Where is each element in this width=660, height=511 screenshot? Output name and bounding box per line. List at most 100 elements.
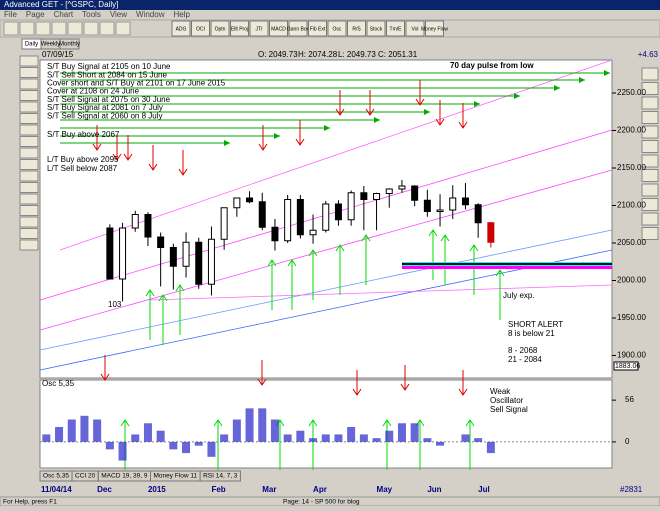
side-button[interactable] <box>19 239 39 251</box>
osc-bar <box>436 441 445 446</box>
side-button[interactable] <box>641 154 659 168</box>
indicator-tab[interactable]: CCI 20 <box>75 473 96 480</box>
side-button[interactable] <box>641 96 659 110</box>
menu-item[interactable]: Window <box>136 10 165 19</box>
side-button[interactable] <box>641 169 659 182</box>
y-tick-label: 1950.00 <box>617 313 646 322</box>
tool-button[interactable] <box>171 20 191 37</box>
side-button[interactable] <box>19 136 39 147</box>
candle-body <box>347 192 355 221</box>
tool-button[interactable] <box>51 21 67 36</box>
side-button[interactable] <box>19 124 39 136</box>
tool-button[interactable] <box>308 20 327 37</box>
status-help: For Help, press F1 <box>3 499 57 506</box>
candle-body <box>461 197 469 206</box>
side-button[interactable] <box>641 125 659 139</box>
indicator-tab[interactable]: Osc 5,35 <box>43 473 69 480</box>
menu-item[interactable]: Tools <box>82 10 101 19</box>
menu-item[interactable]: Page <box>26 10 45 19</box>
tool-button[interactable] <box>366 20 386 37</box>
lt-note: L/T Buy above 2095 <box>47 155 119 164</box>
tool-button[interactable] <box>115 21 131 36</box>
tool-button[interactable] <box>288 20 308 37</box>
candle-body <box>360 192 368 200</box>
side-button[interactable] <box>641 227 659 240</box>
side-button[interactable] <box>19 216 39 228</box>
indicator-tab[interactable]: RSI 14, 7, 3 <box>203 473 238 480</box>
tool-button[interactable] <box>249 20 269 37</box>
y-tick-label: 2050.00 <box>617 238 646 247</box>
side-button[interactable] <box>641 140 659 153</box>
tool-button[interactable] <box>35 21 51 36</box>
tool-button[interactable] <box>347 20 366 37</box>
tool-button[interactable] <box>269 20 288 37</box>
side-button[interactable] <box>19 113 39 124</box>
menu-item[interactable]: View <box>110 10 127 19</box>
candle-body <box>169 247 177 267</box>
side-button[interactable] <box>19 78 39 90</box>
side-button[interactable] <box>641 67 659 81</box>
tab[interactable] <box>59 38 80 50</box>
y-tick-label: 2250.00 <box>617 88 646 97</box>
tool-button[interactable] <box>67 21 83 36</box>
tool-button[interactable] <box>191 20 210 37</box>
tool-button[interactable] <box>99 21 115 36</box>
side-button[interactable] <box>19 147 39 159</box>
tab-label: Weekly <box>41 42 61 48</box>
side-button[interactable] <box>19 55 39 67</box>
header-ohlc: L: 2049.73 <box>338 50 376 59</box>
side-button[interactable] <box>19 159 39 170</box>
up-arrow <box>335 244 345 295</box>
side-button[interactable] <box>19 228 39 239</box>
side-button[interactable] <box>641 111 659 124</box>
count-note: 103 <box>108 300 122 309</box>
tool-button[interactable] <box>425 20 444 37</box>
signal-note: S/T Buy Signal at 2105 on 10 June <box>47 62 171 71</box>
side-button[interactable] <box>641 198 659 211</box>
tool-button[interactable] <box>327 20 347 37</box>
side-button[interactable] <box>641 82 659 95</box>
signal-note: Cover short and S/T Buy at 2101 on 17 Ju… <box>47 79 226 88</box>
menu-item[interactable]: Help <box>173 10 190 19</box>
menu-item[interactable]: Chart <box>54 10 74 19</box>
osc-bar <box>245 408 254 442</box>
down-arrow <box>100 355 110 381</box>
tool-button[interactable] <box>83 21 99 36</box>
side-button[interactable] <box>641 212 659 226</box>
up-arrow <box>287 259 297 310</box>
side-button[interactable] <box>19 193 39 205</box>
menu-item[interactable]: File <box>4 10 17 19</box>
side-button[interactable] <box>19 67 39 78</box>
candle-body <box>385 188 393 194</box>
indicator-tab-box[interactable] <box>199 470 241 482</box>
osc-bar <box>359 434 368 442</box>
candle-body <box>157 236 165 248</box>
signal-note: S/T Sell Signal at 2075 on 30 June <box>47 95 171 104</box>
indicator-tab[interactable]: MACD 19, 39, 9 <box>101 473 148 480</box>
side-button[interactable] <box>19 205 39 216</box>
side-button[interactable] <box>641 183 659 197</box>
tool-button[interactable] <box>19 21 35 36</box>
tool-button[interactable] <box>386 20 405 37</box>
candle-body <box>106 227 114 280</box>
tool-label: Osc <box>333 26 342 32</box>
tool-button[interactable] <box>405 20 425 37</box>
tool-label: Vol <box>412 26 419 32</box>
osc-bar <box>347 426 356 442</box>
candle-body <box>119 227 127 280</box>
tool-button[interactable] <box>230 20 249 37</box>
side-button[interactable] <box>19 90 39 101</box>
alert-note: SHORT ALERT <box>508 320 563 329</box>
tool-button[interactable] <box>210 20 230 37</box>
signal-note: S/T Buy Signal at 2081 on 7 July <box>47 103 163 112</box>
tool-button[interactable] <box>3 21 19 36</box>
side-button[interactable] <box>19 101 39 113</box>
status-count: #2831 <box>620 485 643 494</box>
candle-body <box>182 241 190 267</box>
side-button[interactable] <box>19 170 39 182</box>
side-button[interactable] <box>19 182 39 193</box>
indicator-tab[interactable]: Money Flow 11 <box>154 473 198 480</box>
tool-label: Tm/E <box>390 26 403 32</box>
osc-bar <box>334 434 343 442</box>
up-arrow <box>382 419 392 470</box>
